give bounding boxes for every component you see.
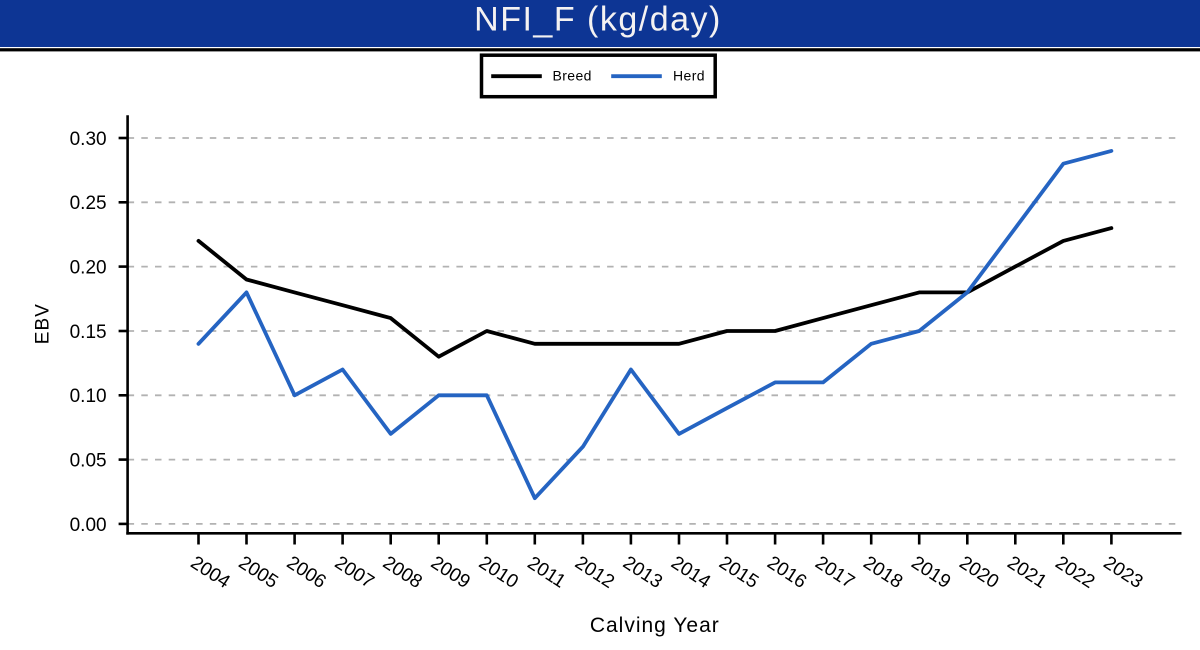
svg-text:2014: 2014 (667, 552, 714, 593)
svg-text:NFI_F (kg/day): NFI_F (kg/day) (474, 1, 722, 39)
svg-text:2018: 2018 (859, 552, 906, 593)
svg-text:2023: 2023 (1100, 552, 1147, 593)
svg-text:Breed: Breed (553, 68, 592, 84)
svg-text:0.05: 0.05 (70, 451, 107, 472)
svg-text:2015: 2015 (715, 552, 762, 593)
svg-text:EBV: EBV (33, 303, 54, 344)
svg-text:0.30: 0.30 (70, 129, 107, 150)
svg-text:2019: 2019 (907, 552, 954, 593)
svg-text:0.20: 0.20 (70, 258, 107, 279)
svg-text:2009: 2009 (427, 552, 474, 593)
svg-text:2012: 2012 (571, 552, 618, 593)
svg-text:Herd: Herd (673, 68, 705, 84)
svg-text:2022: 2022 (1051, 552, 1098, 593)
svg-text:2008: 2008 (379, 552, 426, 593)
svg-text:2013: 2013 (619, 552, 666, 593)
svg-text:2004: 2004 (187, 552, 234, 593)
svg-text:0.25: 0.25 (70, 193, 107, 214)
svg-text:2021: 2021 (1003, 552, 1050, 593)
svg-text:2007: 2007 (331, 552, 378, 593)
svg-text:2006: 2006 (283, 552, 330, 593)
svg-text:0.15: 0.15 (70, 322, 107, 343)
svg-text:2020: 2020 (955, 552, 1002, 593)
svg-text:2016: 2016 (763, 552, 810, 593)
svg-text:2005: 2005 (235, 552, 282, 593)
svg-text:0.00: 0.00 (70, 515, 107, 536)
svg-text:0.10: 0.10 (70, 386, 107, 407)
svg-text:Calving Year: Calving Year (590, 614, 720, 637)
svg-text:2010: 2010 (475, 552, 522, 593)
svg-text:2017: 2017 (811, 552, 858, 593)
svg-text:2011: 2011 (524, 553, 570, 593)
